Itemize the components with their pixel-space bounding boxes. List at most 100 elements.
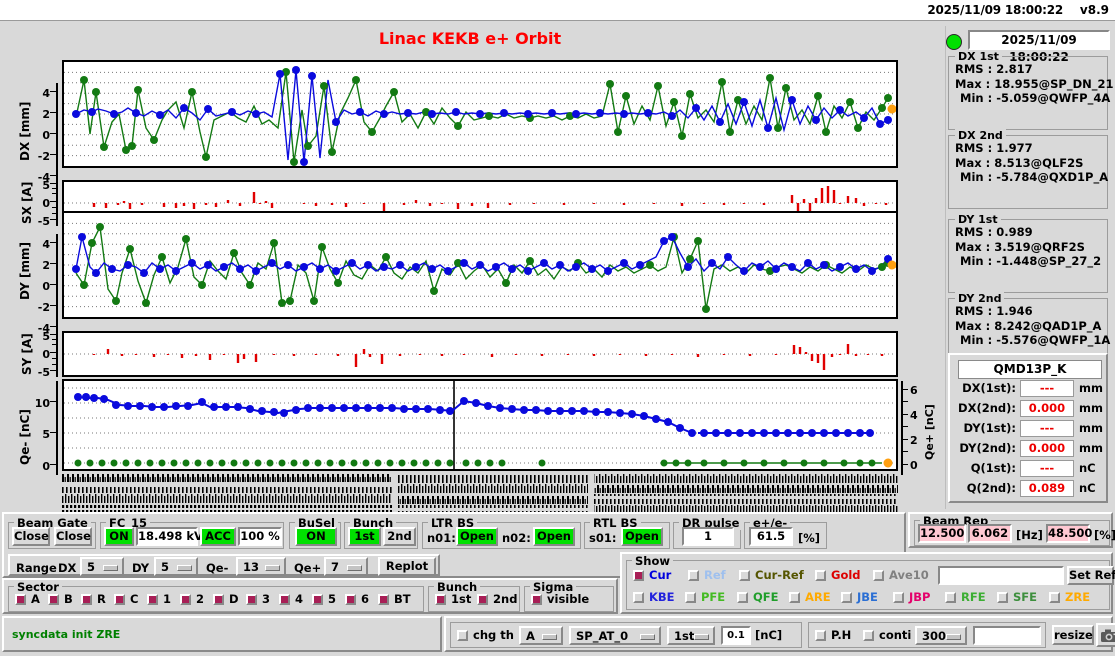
qep-ytick-4: 4: [910, 409, 918, 422]
statistics-panel: 2025/11/09 18:00:22 DX 1st RMS : 2.817 M…: [945, 26, 1114, 509]
bpm-row-value: 0.000: [1020, 400, 1074, 417]
range-qep-option[interactable]: 7: [324, 557, 368, 576]
beam-gate-button-2[interactable]: Close: [54, 527, 92, 546]
ph-checkbox[interactable]: [815, 630, 826, 641]
bunch-checkbox-1st[interactable]: [435, 594, 446, 605]
sector-checkbox-bt[interactable]: [378, 594, 389, 605]
sector-checkbox-c[interactable]: [114, 594, 125, 605]
show-checkbox-ave10[interactable]: [873, 570, 884, 581]
show-checkbox-jbp[interactable]: [893, 592, 904, 603]
dropdown-handle-icon: [640, 634, 655, 640]
range-dx-option[interactable]: 5: [80, 557, 124, 576]
epem-value-field[interactable]: 61.5: [749, 527, 793, 546]
set-ref-button[interactable]: Set Ref: [1067, 566, 1115, 585]
range-dx-label: DX: [58, 561, 77, 575]
bunch-legend-bottom: Bunch: [434, 580, 481, 594]
busel-on-button[interactable]: ON: [295, 527, 337, 546]
replot-button[interactable]: Replot: [378, 557, 436, 576]
sx-tick: [52, 207, 57, 208]
sigma-checkbox-visible[interactable]: [531, 594, 542, 605]
show-checkbox-pfe[interactable]: [685, 592, 696, 603]
show-checkbox-are[interactable]: [789, 592, 800, 603]
chg-th-checkbox[interactable]: [457, 630, 468, 641]
sx-ytick-5: 5: [42, 179, 50, 192]
conti-option[interactable]: 300: [915, 626, 967, 645]
show-checkbox-kbe[interactable]: [633, 592, 644, 603]
sector-checkbox-5[interactable]: [312, 594, 323, 605]
bpm-row-value: ---: [1020, 420, 1074, 437]
dy-tick: [50, 263, 57, 264]
fc15-voltage-field[interactable]: 18.498 kV: [136, 527, 203, 546]
dy-axis-label: DY [mm]: [18, 242, 32, 300]
bunch-1st-button[interactable]: 1st: [348, 527, 381, 546]
qep-tick: [903, 401, 908, 402]
sigma-label-visible: visible: [547, 592, 590, 606]
threshold-input[interactable]: 0.1: [721, 626, 751, 645]
resize-button[interactable]: resize: [1052, 625, 1094, 645]
range-dy-option[interactable]: 5: [154, 557, 198, 576]
beam-rep-value-1[interactable]: 12.500: [918, 524, 966, 543]
show-checkbox-zre[interactable]: [1049, 592, 1060, 603]
beam-rep-panel: Beam Rep 12.500 6.062 [Hz] 48.500 [%]: [908, 512, 1115, 548]
show-checkbox-jbe[interactable]: [841, 592, 852, 603]
show-checkbox-cur-ref[interactable]: [739, 570, 750, 581]
fc15-on-button[interactable]: ON: [104, 527, 134, 546]
conti-checkbox[interactable]: [863, 630, 874, 641]
sx-tick: [52, 193, 57, 194]
camera-icon[interactable]: [1096, 623, 1115, 647]
qe-ytick-5: 5: [42, 428, 50, 441]
show-checkbox-qfe[interactable]: [737, 592, 748, 603]
sy-plot-canvas[interactable]: [62, 331, 898, 377]
sector-label-bt: BT: [394, 592, 411, 606]
show-label-jbe: JBE: [857, 590, 878, 604]
bunch-2nd-button[interactable]: 2nd: [383, 527, 416, 546]
sector-checkbox-1[interactable]: [147, 594, 158, 605]
beam-rep-value-3[interactable]: 48.500: [1046, 524, 1092, 543]
ltr-n01-button[interactable]: Open: [456, 527, 498, 546]
beam-gate-button-1[interactable]: Close: [12, 527, 50, 546]
ph-label: P.H: [831, 628, 852, 642]
dx-ytick-m2: -2: [37, 150, 50, 163]
sector-checkbox-r[interactable]: [81, 594, 92, 605]
qe-plot-canvas[interactable]: [62, 379, 898, 471]
range-qem-option[interactable]: 13: [236, 557, 286, 576]
sector-checkbox-2[interactable]: [180, 594, 191, 605]
sector-checkbox-a[interactable]: [15, 594, 26, 605]
chg-th-label: chg th: [473, 628, 514, 642]
max-label: Max :: [955, 239, 991, 254]
beam-rep-value-2[interactable]: 6.062: [968, 524, 1012, 543]
show-checkbox-cur[interactable]: [633, 570, 644, 581]
busel-group: BuSel ON: [289, 516, 341, 549]
dr-pulse-field[interactable]: 1: [682, 527, 734, 546]
qe-plot-svg: [64, 381, 896, 469]
rtl-s01-button[interactable]: Open: [621, 527, 663, 546]
sector-checkbox-3[interactable]: [246, 594, 257, 605]
sector-checkbox-b[interactable]: [48, 594, 59, 605]
max-label: Max :: [955, 318, 991, 333]
dx-plot-canvas[interactable]: [62, 60, 898, 168]
conti-input[interactable]: [973, 626, 1041, 645]
show-checkbox-ref[interactable]: [688, 570, 699, 581]
fc15-acc-button[interactable]: ACC: [200, 527, 236, 546]
dy-plot-canvas[interactable]: [62, 211, 898, 319]
show-checkbox-sfe[interactable]: [997, 592, 1008, 603]
sx-tick: [52, 213, 57, 214]
show-label-sfe: SFE: [1013, 590, 1037, 604]
sector-checkbox-6[interactable]: [345, 594, 356, 605]
ref-name-input[interactable]: [938, 566, 1064, 585]
sector-checkbox-4[interactable]: [279, 594, 290, 605]
dropdown-handle-icon: [177, 565, 192, 571]
bunch-checkbox-2nd[interactable]: [477, 594, 488, 605]
show-checkbox-rfe[interactable]: [945, 592, 956, 603]
sp-option[interactable]: SP_AT_0: [569, 626, 661, 645]
bpm-row-unit: nC: [1079, 461, 1096, 475]
bottom-toolbar: chg th A SP_AT_0 1st 0.1 [nC] P.H conti …: [444, 616, 1115, 652]
ltr-n02-button[interactable]: Open: [533, 527, 575, 546]
ltr-bs-legend: LTR BS: [428, 516, 478, 530]
show-checkbox-gold[interactable]: [815, 570, 826, 581]
sector-checkbox-d[interactable]: [213, 594, 224, 605]
fc15-percent-field[interactable]: 100 %: [238, 527, 282, 546]
plot-area: Linac KEKB e+ Orbit DX [mm] 4 2 0 -2 -4: [0, 23, 1115, 530]
bunch-option[interactable]: 1st: [667, 626, 715, 645]
chg-th-option[interactable]: A: [519, 626, 563, 645]
